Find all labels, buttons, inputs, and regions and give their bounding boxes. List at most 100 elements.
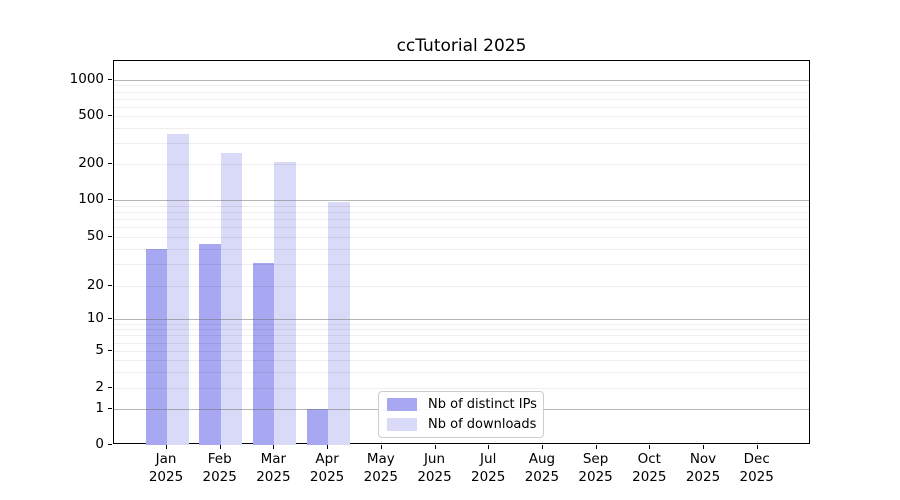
bar-nb-of-downloads-apr [328, 202, 350, 445]
x-tick-label-feb: Feb 2025 [188, 451, 252, 486]
gridline-minor [114, 127, 809, 129]
x-tick-label-oct: Oct 2025 [617, 451, 681, 486]
x-tick-label-aug: Aug 2025 [510, 451, 574, 486]
x-tick-mark [541, 445, 543, 449]
x-tick-month: Jun [423, 451, 446, 467]
x-tick-label-jun: Jun 2025 [403, 451, 467, 486]
x-tick-year: 2025 [632, 468, 667, 485]
x-tick-mark [488, 445, 490, 449]
gridline-minor [114, 164, 809, 165]
legend: Nb of distinct IPs Nb of downloads [378, 391, 544, 438]
gridline-minor [114, 205, 809, 207]
bar-nb-of-distinct-ips-jan [145, 248, 167, 445]
y-tick-label: 100 [78, 191, 104, 207]
bar-nb-of-downloads-jan [167, 133, 189, 445]
gridline-minor [114, 211, 809, 213]
y-tick-label: 10 [86, 310, 104, 326]
bar-nb-of-distinct-ips-mar [252, 262, 275, 445]
x-tick-year: 2025 [471, 468, 506, 485]
y-tick-label: 200 [78, 155, 104, 171]
x-tick-year: 2025 [578, 468, 613, 485]
bar-nb-of-distinct-ips-apr [306, 409, 329, 445]
x-tick-month: Aug [528, 451, 556, 467]
x-tick-mark [327, 445, 329, 449]
y-tick-label: 20 [86, 277, 104, 293]
x-tick-label-jan: Jan 2025 [134, 451, 198, 486]
x-tick-mark [380, 445, 382, 449]
gridline-minor [114, 219, 809, 221]
y-tick-mark [108, 285, 112, 286]
bar-nb-of-downloads-feb [220, 152, 243, 445]
plot-area [113, 60, 810, 445]
x-tick-year: 2025 [202, 468, 237, 485]
x-tick-mark [703, 445, 704, 449]
x-tick-month: Dec [743, 451, 770, 467]
legend-item-distinct-ips: Nb of distinct IPs [387, 397, 537, 412]
x-tick-month: Nov [689, 451, 717, 467]
x-tick-month: Jan [155, 451, 177, 467]
legend-swatch-downloads [387, 418, 417, 431]
y-tick-mark [108, 318, 112, 319]
x-tick-label-apr: Apr 2025 [295, 451, 359, 486]
x-tick-year: 2025 [148, 468, 184, 485]
x-tick-label-jul: Jul 2025 [456, 451, 520, 486]
legend-label-distinct-ips: Nb of distinct IPs [428, 397, 537, 412]
x-tick-year: 2025 [524, 468, 560, 485]
gridline-minor [114, 91, 809, 93]
y-tick-label: 5 [95, 342, 104, 358]
x-tick-year: 2025 [363, 468, 398, 485]
y-tick-label: 0 [95, 436, 104, 452]
y-tick-mark [108, 408, 112, 409]
y-tick-mark [108, 387, 112, 388]
x-tick-label-nov: Nov 2025 [671, 451, 735, 486]
x-tick-mark [166, 445, 167, 449]
bar-nb-of-distinct-ips-feb [199, 243, 221, 445]
y-tick-mark [108, 115, 112, 116]
y-tick-mark [108, 79, 112, 80]
y-tick-mark [108, 444, 112, 445]
y-tick-label: 1 [95, 400, 104, 416]
y-tick-label: 50 [86, 228, 104, 244]
gridline-minor [114, 237, 809, 238]
x-tick-label-may: May 2025 [349, 451, 413, 486]
gridline-minor [114, 106, 809, 108]
y-tick-label: 1000 [69, 71, 104, 87]
x-tick-month: Jul [480, 451, 497, 467]
y-tick-mark [108, 199, 112, 200]
y-tick-label: 2 [95, 379, 104, 395]
x-tick-year: 2025 [739, 468, 774, 485]
y-tick-label: 500 [78, 107, 104, 123]
gridline-minor [114, 116, 809, 117]
legend-item-downloads: Nb of downloads [387, 417, 537, 432]
x-tick-year: 2025 [417, 468, 452, 485]
gridline-minor [114, 142, 809, 144]
gridline-minor [114, 227, 809, 229]
legend-swatch-distinct-ips [387, 398, 417, 411]
x-tick-mark [434, 445, 436, 449]
x-tick-month: Sep [582, 451, 609, 467]
x-tick-month: Apr [315, 451, 339, 467]
x-tick-month: Feb [207, 451, 232, 467]
x-tick-mark [219, 445, 221, 449]
legend-label-downloads: Nb of downloads [428, 417, 537, 432]
x-tick-mark [273, 445, 275, 449]
x-tick-mark [595, 445, 597, 449]
gridline-major [114, 200, 809, 201]
x-tick-mark [649, 445, 651, 449]
chart-title: ccTutorial 2025 [396, 36, 527, 56]
gridline-major [114, 80, 809, 81]
x-tick-mark [756, 445, 758, 449]
gridline-minor [114, 98, 809, 100]
bar-nb-of-downloads-mar [274, 162, 296, 445]
y-tick-mark [108, 350, 112, 351]
x-tick-year: 2025 [256, 468, 291, 485]
x-tick-month: Oct [637, 451, 661, 467]
y-tick-mark [108, 163, 112, 164]
x-tick-year: 2025 [685, 468, 721, 485]
x-tick-year: 2025 [309, 468, 345, 485]
y-tick-mark [108, 236, 112, 237]
x-tick-month: May [366, 451, 395, 467]
x-tick-label-dec: Dec 2025 [725, 451, 789, 486]
gridline-minor [114, 85, 809, 87]
